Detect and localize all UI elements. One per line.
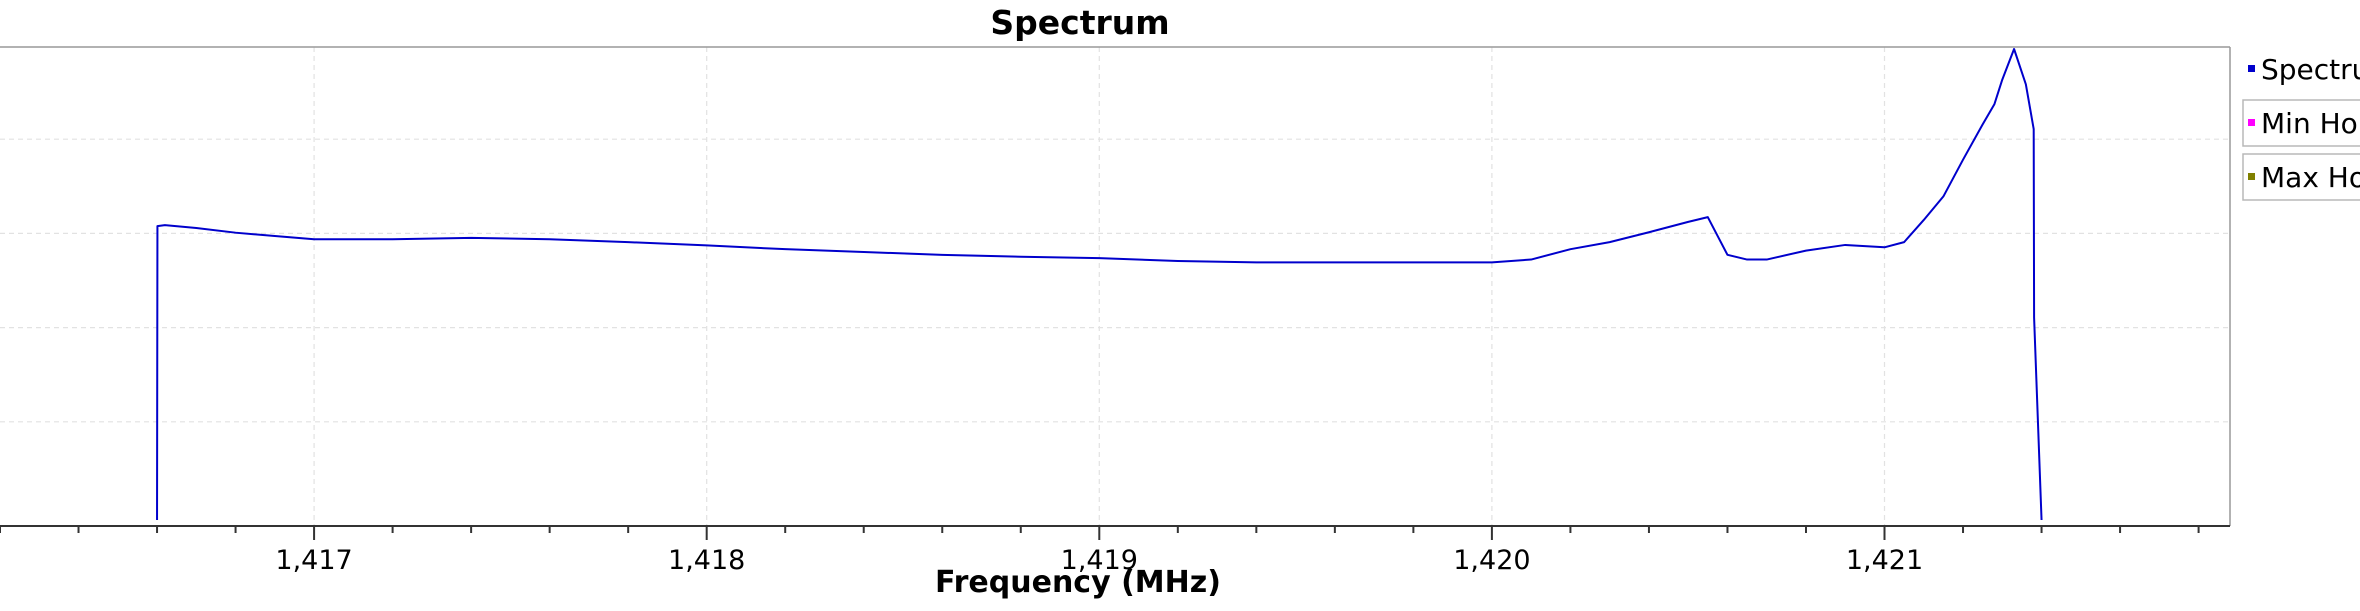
legend-label: Min Ho (2261, 107, 2358, 140)
x-tick-label: 1,418 (668, 545, 745, 576)
legend-swatch (2248, 173, 2255, 180)
grid (0, 47, 2230, 526)
x-tick-label: 1,419 (1061, 545, 1138, 576)
legend-label: Max Ho (2261, 161, 2360, 194)
legend-item-box[interactable] (2242, 99, 2360, 147)
legend-label: Spectrum (2261, 53, 2360, 86)
legend-item-box[interactable] (2242, 153, 2360, 201)
chart-title: Spectrum (990, 3, 1169, 42)
x-tick-label: 1,421 (1846, 545, 1923, 576)
legend-swatch (2248, 65, 2255, 72)
legend: Spectrum Min Ho Max Ho (2242, 53, 2360, 201)
legend-swatch (2248, 119, 2255, 126)
x-tick-label: 1,420 (1453, 545, 1530, 576)
series-line-spectrum (156, 48, 2043, 521)
x-axis-label: Frequency (MHz) (935, 565, 1221, 600)
x-ticks (0, 526, 2200, 540)
x-tick-labels: 1,417 1,418 1,419 1,420 1,421 (275, 545, 1923, 576)
x-tick-label: 1,417 (275, 545, 352, 576)
series (156, 48, 2043, 521)
